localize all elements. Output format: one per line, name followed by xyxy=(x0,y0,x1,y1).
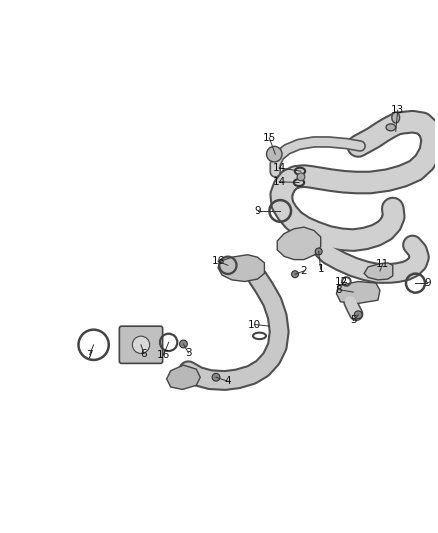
Text: 14: 14 xyxy=(272,177,286,187)
Circle shape xyxy=(180,340,187,348)
Circle shape xyxy=(292,271,298,278)
Text: 13: 13 xyxy=(391,106,404,115)
Text: 7: 7 xyxy=(86,350,93,360)
Text: 11: 11 xyxy=(376,259,389,269)
Circle shape xyxy=(266,147,282,162)
Text: 4: 4 xyxy=(225,376,231,386)
Polygon shape xyxy=(218,255,265,281)
Circle shape xyxy=(354,311,362,319)
Ellipse shape xyxy=(386,124,396,131)
Text: 10: 10 xyxy=(248,319,261,329)
Text: 8: 8 xyxy=(335,285,342,295)
Text: 6: 6 xyxy=(141,349,147,359)
Text: 9: 9 xyxy=(254,206,261,216)
Circle shape xyxy=(315,248,322,255)
Text: 5: 5 xyxy=(350,316,357,326)
Text: 16: 16 xyxy=(157,350,170,360)
Circle shape xyxy=(212,373,220,381)
Polygon shape xyxy=(277,227,321,260)
Polygon shape xyxy=(336,281,380,303)
Text: 12: 12 xyxy=(335,277,348,287)
FancyBboxPatch shape xyxy=(120,326,162,364)
Text: 15: 15 xyxy=(263,133,276,143)
Polygon shape xyxy=(364,263,393,280)
Text: 1: 1 xyxy=(318,264,324,274)
Circle shape xyxy=(297,173,305,181)
Polygon shape xyxy=(167,365,200,390)
Text: 2: 2 xyxy=(300,266,307,276)
Text: 9: 9 xyxy=(424,278,431,288)
Text: 3: 3 xyxy=(185,348,192,358)
Ellipse shape xyxy=(392,112,399,123)
Circle shape xyxy=(132,336,150,353)
Text: 14: 14 xyxy=(272,163,286,173)
Text: 16: 16 xyxy=(212,256,225,266)
